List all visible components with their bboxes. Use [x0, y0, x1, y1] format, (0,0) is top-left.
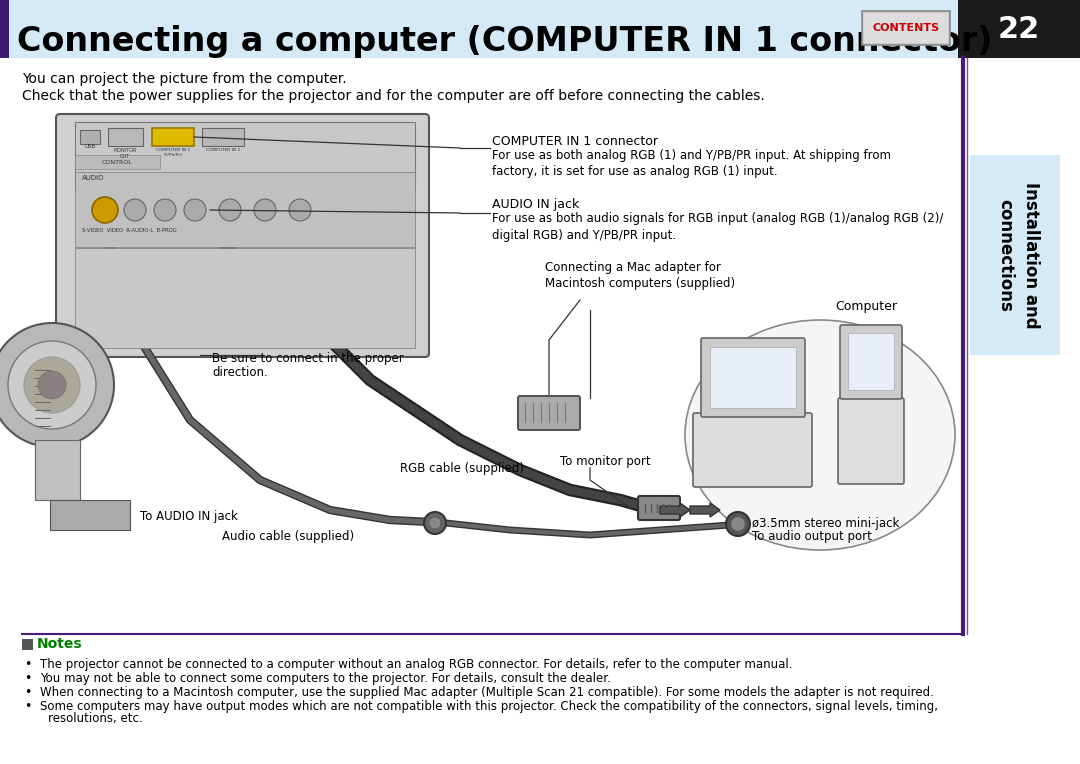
- FancyBboxPatch shape: [518, 396, 580, 430]
- Text: 22: 22: [998, 15, 1040, 44]
- Text: Connecting a computer (COMPUTER IN 1 connector): Connecting a computer (COMPUTER IN 1 con…: [17, 25, 993, 58]
- Circle shape: [219, 199, 241, 221]
- Text: When connecting to a Macintosh computer, use the supplied Mac adapter (Multiple : When connecting to a Macintosh computer,…: [40, 686, 934, 699]
- Bar: [970, 155, 1059, 355]
- Text: direction.: direction.: [212, 366, 268, 379]
- Bar: [35, 440, 80, 500]
- Text: USB: USB: [84, 144, 95, 149]
- Text: CONTROL: CONTROL: [102, 160, 133, 164]
- Circle shape: [424, 512, 446, 534]
- Circle shape: [124, 199, 146, 221]
- Bar: [22, 110, 960, 618]
- Bar: [848, 333, 894, 390]
- FancyBboxPatch shape: [862, 11, 950, 45]
- Text: You may not be able to connect some computers to the projector. For details, con: You may not be able to connect some comp…: [40, 672, 611, 685]
- Text: •: •: [25, 672, 31, 685]
- Text: To audio output port: To audio output port: [752, 530, 872, 543]
- Text: •: •: [25, 658, 31, 671]
- Circle shape: [254, 199, 276, 221]
- Circle shape: [24, 357, 80, 413]
- Text: COMPUTER IN 2: COMPUTER IN 2: [206, 148, 240, 152]
- Text: RGB cable (supplied): RGB cable (supplied): [400, 462, 524, 475]
- Text: Check that the power supplies for the projector and for the computer are off bef: Check that the power supplies for the pr…: [22, 89, 765, 103]
- Bar: [50, 500, 130, 530]
- Text: For use as both analog RGB (1) and Y/PB/PR input. At shipping from
factory, it i: For use as both analog RGB (1) and Y/PB/…: [492, 149, 891, 179]
- Text: Installation and
connections: Installation and connections: [997, 182, 1039, 329]
- Bar: [958, 0, 1080, 58]
- FancyArrow shape: [660, 503, 690, 517]
- Bar: [152, 128, 194, 146]
- Text: You can project the picture from the computer.: You can project the picture from the com…: [22, 72, 347, 86]
- Bar: [710, 347, 796, 408]
- Text: Some computers may have output modes which are not compatible with this projecto: Some computers may have output modes whi…: [40, 700, 939, 713]
- Text: •: •: [25, 700, 31, 713]
- Text: To monitor port: To monitor port: [561, 455, 650, 468]
- FancyBboxPatch shape: [701, 338, 805, 417]
- Text: COMPUTER IN 1 connector: COMPUTER IN 1 connector: [492, 135, 658, 148]
- Text: Be sure to connect in the proper: Be sure to connect in the proper: [212, 352, 404, 365]
- Bar: [108, 128, 143, 146]
- FancyArrow shape: [690, 503, 720, 517]
- Bar: [80, 130, 100, 144]
- Text: To COMPUTER IN 1 connector: To COMPUTER IN 1 connector: [212, 338, 383, 351]
- Text: MONITOR
OUT: MONITOR OUT: [113, 148, 137, 159]
- FancyBboxPatch shape: [840, 325, 902, 399]
- FancyBboxPatch shape: [693, 413, 812, 487]
- Bar: [22, 639, 33, 650]
- Circle shape: [154, 199, 176, 221]
- Bar: [0, 0, 958, 58]
- Text: Connecting a Mac adapter for
Macintosh computers (supplied): Connecting a Mac adapter for Macintosh c…: [545, 261, 735, 290]
- FancyBboxPatch shape: [56, 114, 429, 357]
- Text: AUDIO IN jack: AUDIO IN jack: [492, 198, 579, 211]
- Circle shape: [38, 371, 66, 399]
- Ellipse shape: [685, 320, 955, 550]
- Circle shape: [8, 341, 96, 429]
- FancyBboxPatch shape: [838, 398, 904, 484]
- Text: •: •: [25, 686, 31, 699]
- Text: S-VIDEO  VIDEO  R-AUDIO-L  B-PROG: S-VIDEO VIDEO R-AUDIO-L B-PROG: [82, 228, 177, 233]
- Text: For use as both audio signals for RGB input (analog RGB (1)/analog RGB (2)/
digi: For use as both audio signals for RGB in…: [492, 212, 943, 241]
- Circle shape: [92, 197, 118, 223]
- Bar: [202, 128, 244, 146]
- Text: Notes: Notes: [37, 637, 83, 651]
- Circle shape: [726, 512, 750, 536]
- Circle shape: [0, 323, 114, 447]
- Text: ø3.5mm stereo mini-jack: ø3.5mm stereo mini-jack: [752, 517, 900, 530]
- Text: COMPUTER IN 1
(Y/Pb/Pc): COMPUTER IN 1 (Y/Pb/Pc): [156, 148, 190, 157]
- Bar: [0, 0, 9, 58]
- Bar: [75, 248, 415, 348]
- Bar: [75, 172, 415, 247]
- Circle shape: [731, 517, 745, 531]
- Bar: [75, 155, 160, 169]
- FancyBboxPatch shape: [864, 13, 948, 43]
- Circle shape: [184, 199, 206, 221]
- Text: CONTENTS: CONTENTS: [873, 23, 940, 33]
- Text: To AUDIO IN jack: To AUDIO IN jack: [140, 510, 238, 523]
- Text: AUDIO: AUDIO: [82, 175, 105, 181]
- Bar: [75, 122, 415, 190]
- Text: Audio cable (supplied): Audio cable (supplied): [222, 530, 354, 543]
- FancyBboxPatch shape: [638, 496, 680, 520]
- Circle shape: [289, 199, 311, 221]
- Text: Computer: Computer: [835, 300, 897, 313]
- Text: resolutions, etc.: resolutions, etc.: [48, 712, 143, 725]
- Circle shape: [429, 517, 441, 529]
- Text: The projector cannot be connected to a computer without an analog RGB connector.: The projector cannot be connected to a c…: [40, 658, 793, 671]
